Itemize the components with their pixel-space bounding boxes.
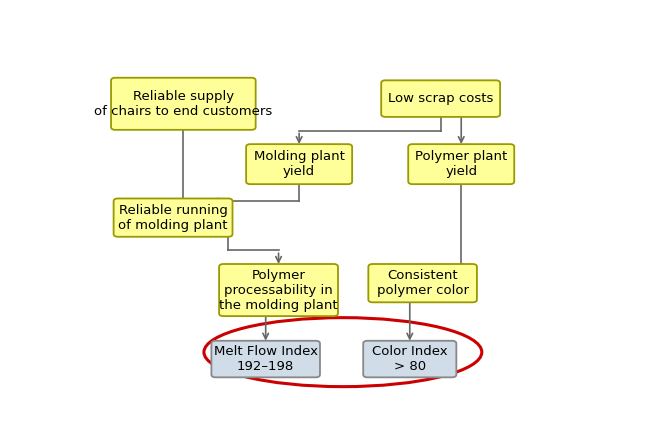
Text: Color Index
> 80: Color Index > 80 xyxy=(372,345,448,373)
Text: Consistent
polymer color: Consistent polymer color xyxy=(376,269,469,297)
Text: Molding plant
yield: Molding plant yield xyxy=(254,150,345,178)
Text: Reliable supply
of chairs to end customers: Reliable supply of chairs to end custome… xyxy=(94,90,272,118)
Text: Reliable running
of molding plant: Reliable running of molding plant xyxy=(118,203,228,232)
Text: Polymer plant
yield: Polymer plant yield xyxy=(415,150,507,178)
Text: Low scrap costs: Low scrap costs xyxy=(388,92,493,105)
FancyBboxPatch shape xyxy=(369,264,477,302)
FancyBboxPatch shape xyxy=(219,264,338,316)
FancyBboxPatch shape xyxy=(363,341,456,377)
FancyBboxPatch shape xyxy=(211,341,320,377)
Text: Melt Flow Index
192–198: Melt Flow Index 192–198 xyxy=(214,345,317,373)
FancyBboxPatch shape xyxy=(114,198,232,237)
FancyBboxPatch shape xyxy=(111,78,256,130)
FancyBboxPatch shape xyxy=(408,144,514,184)
Text: Polymer
processability in
the molding plant: Polymer processability in the molding pl… xyxy=(219,268,338,311)
FancyBboxPatch shape xyxy=(381,80,500,117)
FancyBboxPatch shape xyxy=(246,144,352,184)
